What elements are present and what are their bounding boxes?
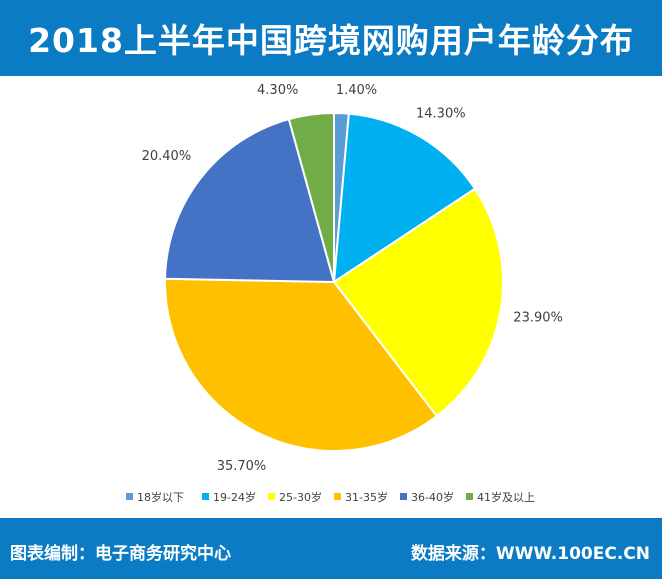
pie-slices bbox=[164, 111, 504, 452]
legend-label-3: 25-30岁 bbox=[279, 490, 322, 504]
pie-chart: 1.40% 14.30% 23.90% 35.70% 20.40% 4.30% 18岁以下… bbox=[126, 83, 563, 504]
legend-item-3: 25-30岁 bbox=[268, 490, 322, 504]
pie-slice-3 bbox=[332, 187, 504, 418]
legend-item-2: 19-24岁 bbox=[202, 490, 256, 504]
title-bar: 2018上半年中国跨境网购用户年龄分布 bbox=[0, 0, 662, 76]
data-label-6: 4.30% bbox=[257, 83, 298, 98]
footer-bar: 图表编制：电子商务研究中心 数据来源：WWW.100EC.CN bbox=[0, 518, 662, 579]
legend-swatch-4 bbox=[334, 493, 341, 500]
data-label-1: 1.40% bbox=[336, 83, 377, 98]
data-labels: 1.40% 14.30% 23.90% 35.70% 20.40% 4.30% bbox=[142, 83, 563, 474]
data-label-2: 14.30% bbox=[416, 107, 466, 122]
data-label-5: 20.40% bbox=[142, 149, 192, 164]
chart-area: 1.40% 14.30% 23.90% 35.70% 20.40% 4.30% 18岁以下… bbox=[0, 76, 662, 518]
pie-slice-6 bbox=[287, 111, 335, 283]
legend-item-1: 18岁以下 bbox=[126, 490, 184, 504]
legend-label-4: 31-35岁 bbox=[345, 490, 388, 504]
compiled-by-text: 图表编制：电子商务研究中心 bbox=[10, 544, 231, 564]
pie-slice-2 bbox=[332, 112, 477, 284]
pie-slice-4 bbox=[164, 277, 439, 452]
data-label-3: 23.90% bbox=[513, 310, 563, 325]
pie-slice-5 bbox=[164, 117, 336, 284]
chart-title: 2018上半年中国跨境网购用户年龄分布 bbox=[28, 21, 634, 60]
legend-item-4: 31-35岁 bbox=[334, 490, 388, 504]
legend: 18岁以下 19-24岁 25-30岁 31-35岁 36-40岁 41岁及以上 bbox=[126, 490, 535, 504]
legend-label-6: 41岁及以上 bbox=[477, 490, 535, 504]
legend-label-2: 19-24岁 bbox=[213, 490, 256, 504]
legend-swatch-5 bbox=[400, 493, 407, 500]
legend-label-1: 18岁以下 bbox=[137, 490, 184, 504]
legend-item-5: 36-40岁 bbox=[400, 490, 454, 504]
legend-swatch-3 bbox=[268, 493, 275, 500]
data-label-4: 35.70% bbox=[217, 459, 267, 474]
legend-item-6: 41岁及以上 bbox=[466, 490, 535, 504]
legend-label-5: 36-40岁 bbox=[411, 490, 454, 504]
legend-swatch-1 bbox=[126, 493, 133, 500]
legend-swatch-6 bbox=[466, 493, 473, 500]
source-text: 数据来源：WWW.100EC.CN bbox=[410, 544, 650, 564]
legend-swatch-2 bbox=[202, 493, 209, 500]
